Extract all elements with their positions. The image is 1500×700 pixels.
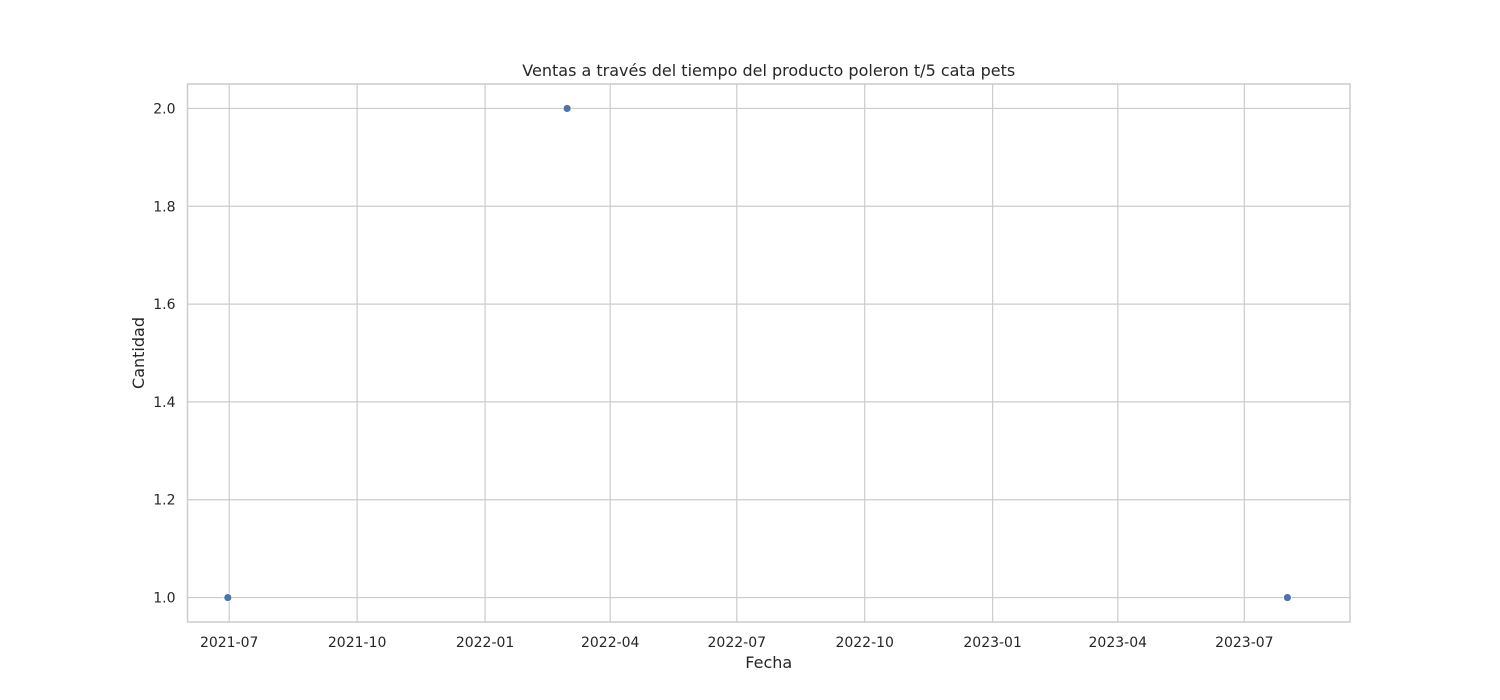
data-point <box>1283 593 1292 602</box>
x-tick-label: 2021-10 <box>328 635 387 651</box>
y-tick-label: 1.8 <box>153 199 175 215</box>
x-axis-title: Fecha <box>745 653 792 672</box>
x-tick-label: 2022-01 <box>456 635 515 651</box>
tick-labels: 2021-07 2021-10 2022-01 2022-04 2022-07 2022-… <box>153 101 1273 651</box>
y-axis-title: Cantidad <box>129 317 148 389</box>
y-tick-label: 1.0 <box>153 591 175 607</box>
data-point <box>223 593 233 602</box>
y-tick-label: 1.6 <box>153 297 175 313</box>
x-tick-label: 2022-04 <box>581 635 640 651</box>
x-tick-label: 2022-07 <box>708 635 767 651</box>
x-tick-label: 2022-10 <box>835 635 894 651</box>
data-point <box>562 104 572 113</box>
x-tick-label: 2023-04 <box>1089 635 1148 651</box>
y-tick-label: 1.4 <box>153 395 175 411</box>
data-points <box>223 104 1292 602</box>
x-tick-label: 2021-07 <box>200 635 259 651</box>
grid <box>187 84 1350 622</box>
y-tick-label: 1.2 <box>153 493 175 509</box>
y-tick-label: 2.0 <box>153 101 175 117</box>
x-tick-label: 2023-07 <box>1215 635 1274 651</box>
chart-title: Ventas a través del tiempo del producto … <box>522 61 1015 80</box>
x-tick-label: 2023-01 <box>963 635 1022 651</box>
plot-frame <box>186 83 1351 623</box>
